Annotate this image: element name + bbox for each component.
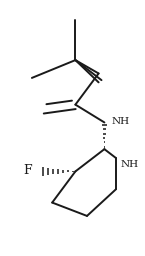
Text: NH: NH xyxy=(120,160,138,169)
Text: NH: NH xyxy=(112,117,130,126)
Text: F: F xyxy=(23,164,32,177)
